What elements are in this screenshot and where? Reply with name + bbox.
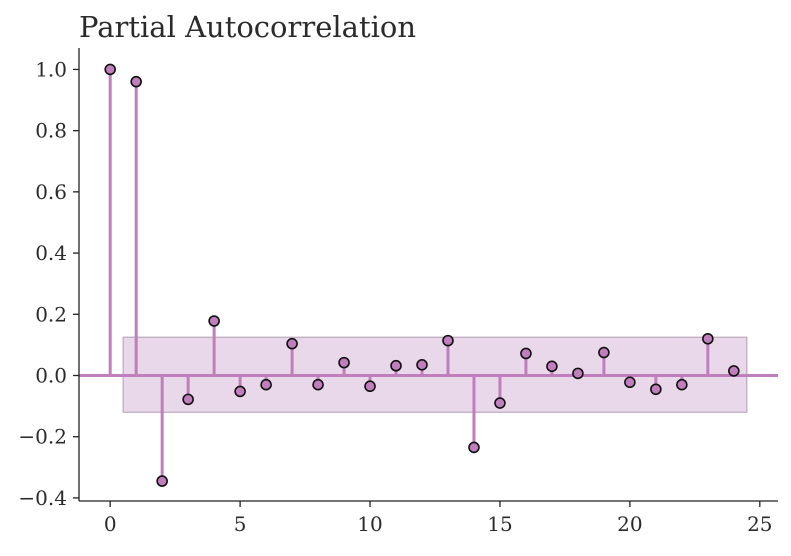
markers-layer (104, 63, 740, 487)
y-ticks: −0.4 −0.2 0.0 0.2 0.4 0.6 0.8 1.0 (18, 57, 79, 510)
marker-lag-22 (676, 378, 688, 391)
marker-lag-9 (338, 356, 350, 369)
marker-lag-14 (468, 441, 480, 454)
marker-lag-11 (390, 359, 402, 372)
marker-lag-19 (598, 346, 610, 359)
x-tick-label: 25 (747, 512, 772, 536)
x-tick-label: 20 (617, 512, 642, 536)
marker-lag-10 (364, 380, 376, 393)
marker-lag-24 (728, 365, 740, 377)
marker-lag-6 (260, 378, 272, 391)
marker-lag-7 (286, 337, 298, 350)
marker-lag-3 (182, 393, 194, 406)
x-tick-label: 5 (234, 512, 247, 536)
y-tick-label: 0.6 (35, 180, 67, 204)
y-tick-label: 0.8 (35, 119, 67, 143)
marker-lag-16 (520, 347, 532, 360)
marker-lag-15 (494, 397, 506, 409)
stems-layer (108, 69, 736, 482)
marker-lag-2 (156, 475, 168, 487)
x-tick-label: 0 (104, 512, 117, 536)
marker-lag-4 (208, 315, 220, 327)
x-ticks: 0 5 10 15 20 25 (104, 501, 773, 536)
y-tick-label: −0.2 (18, 425, 67, 449)
x-tick-label: 10 (357, 512, 382, 536)
marker-lag-5 (234, 385, 246, 398)
marker-lag-13 (442, 334, 454, 347)
marker-lag-17 (546, 360, 558, 373)
marker-lag-8 (312, 378, 324, 391)
y-tick-label: 0.4 (35, 241, 67, 265)
y-tick-label: 0.0 (35, 364, 67, 388)
marker-lag-0 (104, 63, 116, 76)
marker-lag-21 (650, 383, 662, 396)
marker-lag-23 (702, 332, 714, 345)
marker-lag-20 (624, 376, 636, 389)
y-tick-label: 0.2 (35, 302, 67, 326)
chart-title: Partial Autocorrelation (79, 10, 416, 44)
y-tick-label: −0.4 (18, 486, 67, 510)
marker-lag-12 (416, 358, 428, 371)
marker-lag-18 (572, 367, 584, 380)
axes-layer (78, 48, 778, 502)
x-tick-label: 15 (487, 512, 512, 536)
y-tick-label: 1.0 (35, 57, 67, 81)
marker-lag-1 (130, 75, 142, 88)
